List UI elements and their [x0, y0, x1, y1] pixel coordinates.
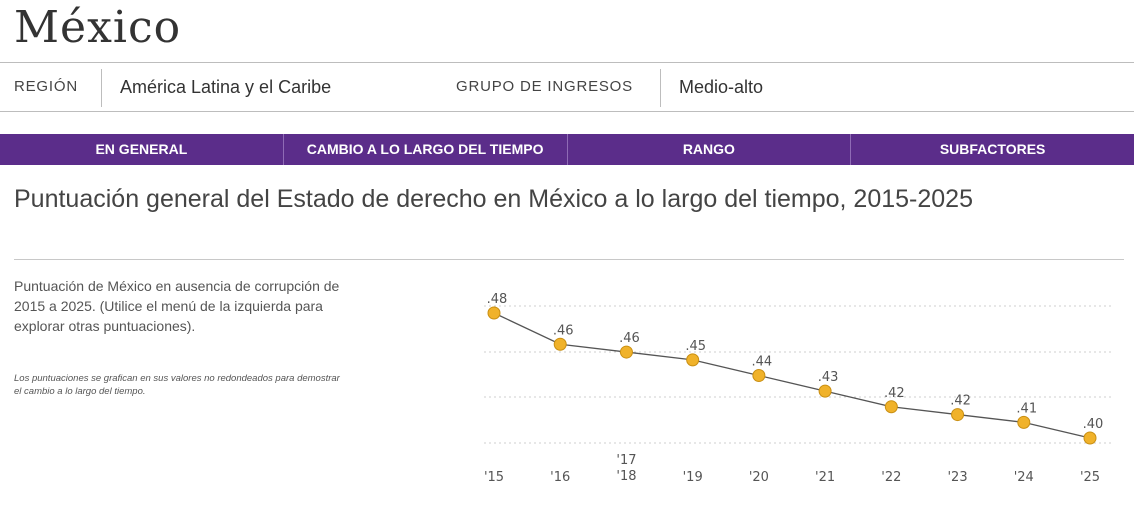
region-value: América Latina y el Caribe [120, 77, 332, 97]
data-point-4 [752, 369, 766, 382]
x-tick-label-3: '19 [683, 470, 703, 485]
data-label-8: .41 [1016, 401, 1037, 416]
x-tick-label-0: '15 [484, 470, 504, 485]
data-point-9 [1083, 431, 1097, 445]
data-label-7: .42 [950, 394, 971, 409]
x-tick-label-5: '21 [815, 470, 835, 485]
x-tick-label-9: '25 [1080, 470, 1100, 485]
tab-cambio-a-lo-largo-del-tiempo[interactable]: CAMBIO A LO LARGO DEL TIEMPO [284, 134, 568, 165]
chart-description: Puntuación de México en ausencia de corr… [14, 278, 340, 334]
region-label: REGIÓN [14, 78, 78, 95]
data-point-7 [951, 408, 965, 422]
data-label-0: .48 [487, 292, 508, 307]
chart-heading: Puntuación general del Estado de derecho… [14, 185, 973, 213]
data-label-5: .43 [818, 370, 839, 385]
chart-note: Los puntuaciones se grafican en sus valo… [14, 373, 340, 397]
data-label-9: .40 [1083, 417, 1104, 432]
tab-en-general[interactable]: EN GENERAL [0, 134, 284, 165]
x-tick-label-6: '22 [881, 470, 901, 485]
info-bar: REGIÓN América Latina y el Caribe GRUPO … [0, 62, 1134, 112]
data-label-4: .44 [752, 355, 773, 370]
income-group-value: Medio-alto [679, 77, 764, 97]
x-tick-label-2: '17'18 [616, 453, 636, 484]
section-tabs: EN GENERAL CAMBIO A LO LARGO DEL TIEMPO … [0, 134, 1134, 165]
income-group-label: GRUPO DE INGRESOS [456, 78, 633, 95]
data-point-1 [553, 337, 567, 351]
data-point-0 [487, 306, 501, 320]
series-line [493, 312, 1091, 439]
region-divider [101, 69, 102, 107]
data-point-6 [884, 400, 898, 414]
data-point-2 [619, 345, 633, 359]
x-tick-label-4: '20 [749, 470, 769, 485]
tab-subfactores[interactable]: SUBFACTORES [939, 141, 1046, 157]
income-group-divider [660, 69, 661, 107]
data-label-1: .46 [553, 323, 574, 338]
x-tick-label-1: '16 [550, 470, 570, 485]
x-tick-label-7: '23 [947, 470, 967, 485]
tab-rango[interactable]: RANGO [568, 134, 852, 165]
heading-divider [14, 259, 1124, 260]
data-point-3 [686, 353, 700, 367]
data-point-8 [1017, 415, 1031, 429]
data-point-5 [818, 384, 832, 398]
data-label-3: .45 [685, 339, 706, 354]
data-label-2: .46 [619, 331, 640, 346]
country-title: México [14, 2, 182, 53]
data-label-6: .42 [884, 386, 905, 401]
x-tick-label-8: '24 [1014, 470, 1034, 485]
